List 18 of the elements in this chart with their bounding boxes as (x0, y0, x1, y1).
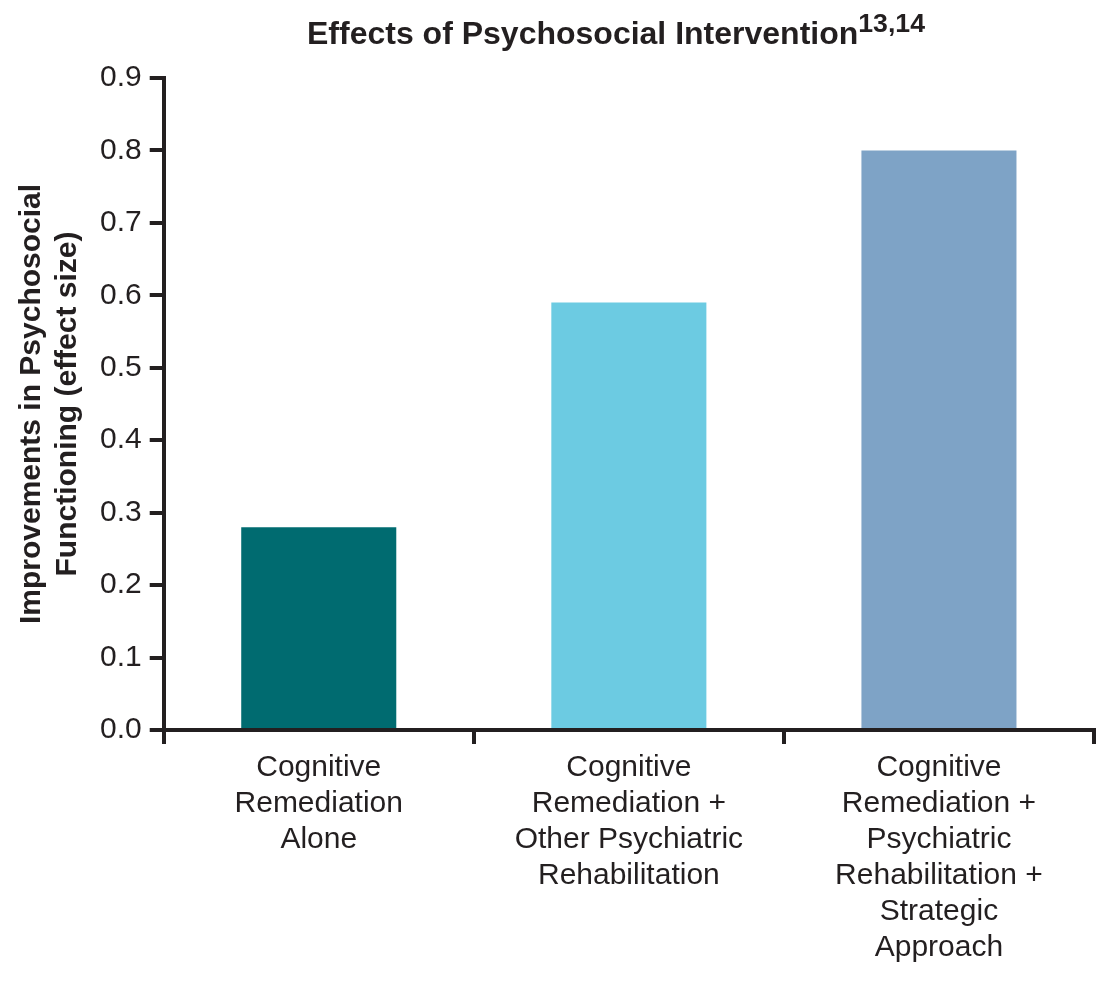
y-tick-label: 0.4 (99, 421, 142, 455)
y-tick-label: 0.2 (99, 566, 142, 600)
y-tick-label: 0.6 (99, 276, 142, 310)
y-tick-label: 0.8 (99, 131, 142, 165)
x-tick-label: Cognitive Remediation + Psychiatric Rehabilitation + Strategic Approach (835, 748, 1043, 962)
bar (241, 526, 397, 728)
y-tick-label: 0.5 (99, 348, 142, 382)
y-tick-label: 0.7 (99, 203, 142, 237)
x-tick-label: Cognitive Remediation Alone (234, 748, 403, 854)
y-tick-label: 0.9 (99, 58, 142, 92)
chart-title: Effects of Psychosocial Intervention$^{13,14}$ (306, 8, 926, 52)
bar (551, 302, 707, 728)
y-tick-label: 0.0 (99, 710, 142, 744)
y-tick-label: 0.1 (99, 638, 142, 672)
y-tick-label: 0.3 (99, 493, 142, 527)
y-axis-title: Improvements in Psychosocial Functioning (effect size) (13, 183, 83, 624)
bar (861, 150, 1017, 728)
x-tick-label: Cognitive Remediation + Other Psychiatric Rehabilitation (514, 748, 744, 890)
